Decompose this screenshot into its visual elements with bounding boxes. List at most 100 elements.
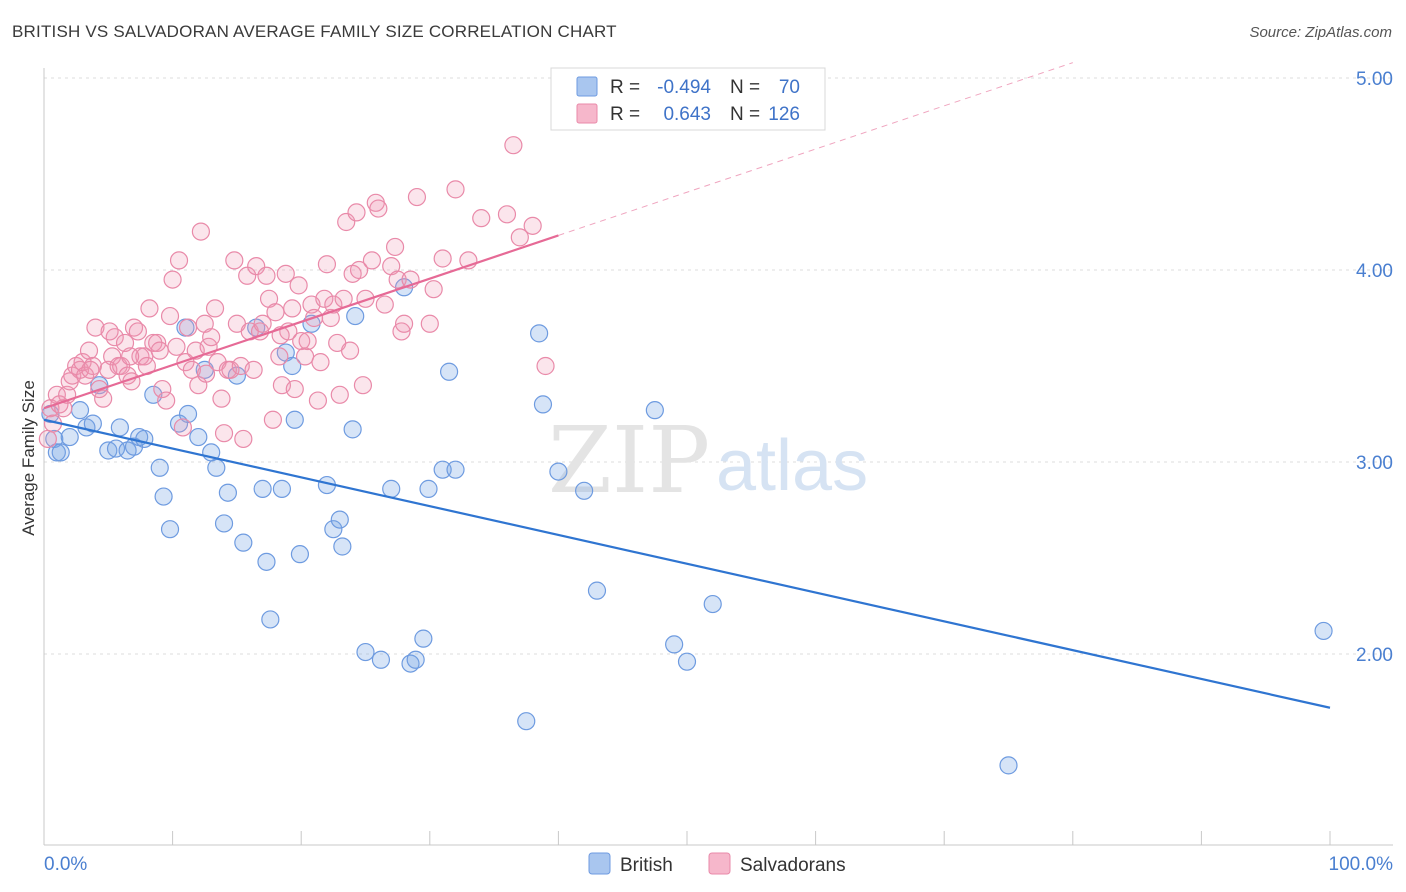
y-tick-label: 5.00 <box>1356 69 1393 90</box>
salvadoran-point <box>173 418 192 437</box>
watermark-zip: ZIP <box>548 407 710 514</box>
british-point <box>446 460 465 479</box>
salvadoran-point <box>446 180 465 199</box>
legend-n-label-salvadoran: N = <box>730 104 760 125</box>
british-point <box>150 458 169 477</box>
salvadoran-trend-line <box>43 234 559 410</box>
chart-title: BRITISH VS SALVADORAN AVERAGE FAMILY SIZ… <box>12 22 617 41</box>
british-point <box>371 650 391 669</box>
salvadoran-point <box>472 209 491 228</box>
salvadoran-point <box>253 314 272 333</box>
british-point <box>439 362 459 381</box>
salvadoran-point <box>375 295 394 314</box>
salvadoran-point <box>76 366 95 385</box>
british-point <box>575 481 594 500</box>
x-tick-label-max: 100.0% <box>1329 854 1394 875</box>
british-point <box>346 306 365 326</box>
legend-r-value-british: -0.494 <box>657 77 711 98</box>
british-point <box>207 458 226 477</box>
british-point <box>160 520 180 539</box>
british-point <box>1314 621 1333 641</box>
salvadoran-point <box>234 429 253 449</box>
british-point <box>549 462 568 481</box>
salvadoran-point <box>289 276 308 295</box>
salvadoran-trend-extension <box>558 62 1073 236</box>
salvadoran-point <box>38 429 57 449</box>
salvadoran-point <box>349 260 369 280</box>
salvadoran-point <box>510 228 529 247</box>
salvadoran-point <box>407 187 427 207</box>
salvadoran-point <box>182 360 201 379</box>
salvadoran-point <box>330 385 349 404</box>
salvadoran-point <box>388 270 407 289</box>
salvadoran-point <box>308 391 328 410</box>
legend-n-value-british: 70 <box>779 77 800 98</box>
salvadoran-point <box>340 341 360 360</box>
british-point <box>333 537 352 556</box>
salvadoran-point <box>128 322 147 341</box>
salvadoran-point <box>257 266 276 285</box>
salvadoran-point <box>178 318 198 337</box>
trend-lines <box>43 62 1331 709</box>
salvadoran-point <box>225 251 244 270</box>
british-point <box>60 427 79 447</box>
british-point <box>290 545 310 564</box>
axes <box>43 68 1393 846</box>
british-point <box>324 520 343 539</box>
salvadoran-point <box>202 328 221 347</box>
british-point <box>51 443 70 462</box>
british-point <box>703 594 722 614</box>
british-point <box>330 510 349 529</box>
salvadoran-point <box>79 341 99 360</box>
y-tick-label: 4.00 <box>1356 261 1393 282</box>
salvadoran-point <box>244 360 263 379</box>
salvadoran-point <box>167 337 186 356</box>
british-points <box>41 278 1333 775</box>
salvadoran-point <box>315 289 334 308</box>
salvadoran-point <box>283 299 302 318</box>
salvadoran-point <box>523 216 542 235</box>
british-point <box>533 395 553 414</box>
british-point <box>283 356 302 376</box>
british-point <box>261 610 280 629</box>
salvadoran-point <box>497 205 517 224</box>
salvadoran-point <box>353 376 373 395</box>
y-tick-label: 2.00 <box>1356 645 1393 666</box>
bottom-legend-label-salvadoran: Salvadorans <box>740 855 846 876</box>
salvadoran-point <box>276 264 295 283</box>
salvadoran-point <box>153 379 172 399</box>
salvadoran-point <box>140 299 159 318</box>
british-point <box>90 376 109 395</box>
salvadoran-point <box>221 360 240 379</box>
british-point <box>83 414 102 433</box>
salvadoran-point <box>420 314 439 333</box>
salvadoran-point <box>292 331 311 351</box>
salvadoran-point <box>317 255 337 274</box>
british-point <box>218 483 237 502</box>
british-point <box>189 427 208 447</box>
salvadoran-point <box>212 389 231 408</box>
legend-n-label-british: N = <box>730 77 760 98</box>
british-point <box>234 533 253 552</box>
british-point <box>419 479 438 498</box>
legend-r-value-salvadoran: 0.643 <box>663 104 711 125</box>
bottom-legend-swatch-salvadoran <box>708 852 731 875</box>
y-tick-label: 3.00 <box>1356 453 1393 474</box>
salvadoran-point <box>121 347 140 366</box>
watermark-atlas: atlas <box>716 426 868 506</box>
british-point <box>47 443 66 462</box>
british-point <box>70 401 90 420</box>
salvadoran-point <box>100 322 119 341</box>
british-point <box>530 324 549 343</box>
british-point <box>587 581 607 600</box>
salvadoran-point <box>285 379 304 399</box>
y-axis-title: Average Family Size <box>19 380 38 536</box>
salvadoran-point <box>196 364 216 383</box>
british-point <box>517 712 536 731</box>
british-point <box>272 479 292 498</box>
british-point <box>135 429 154 449</box>
salvadoran-point <box>266 303 285 322</box>
british-point <box>677 652 697 671</box>
salvadoran-point <box>504 136 523 155</box>
